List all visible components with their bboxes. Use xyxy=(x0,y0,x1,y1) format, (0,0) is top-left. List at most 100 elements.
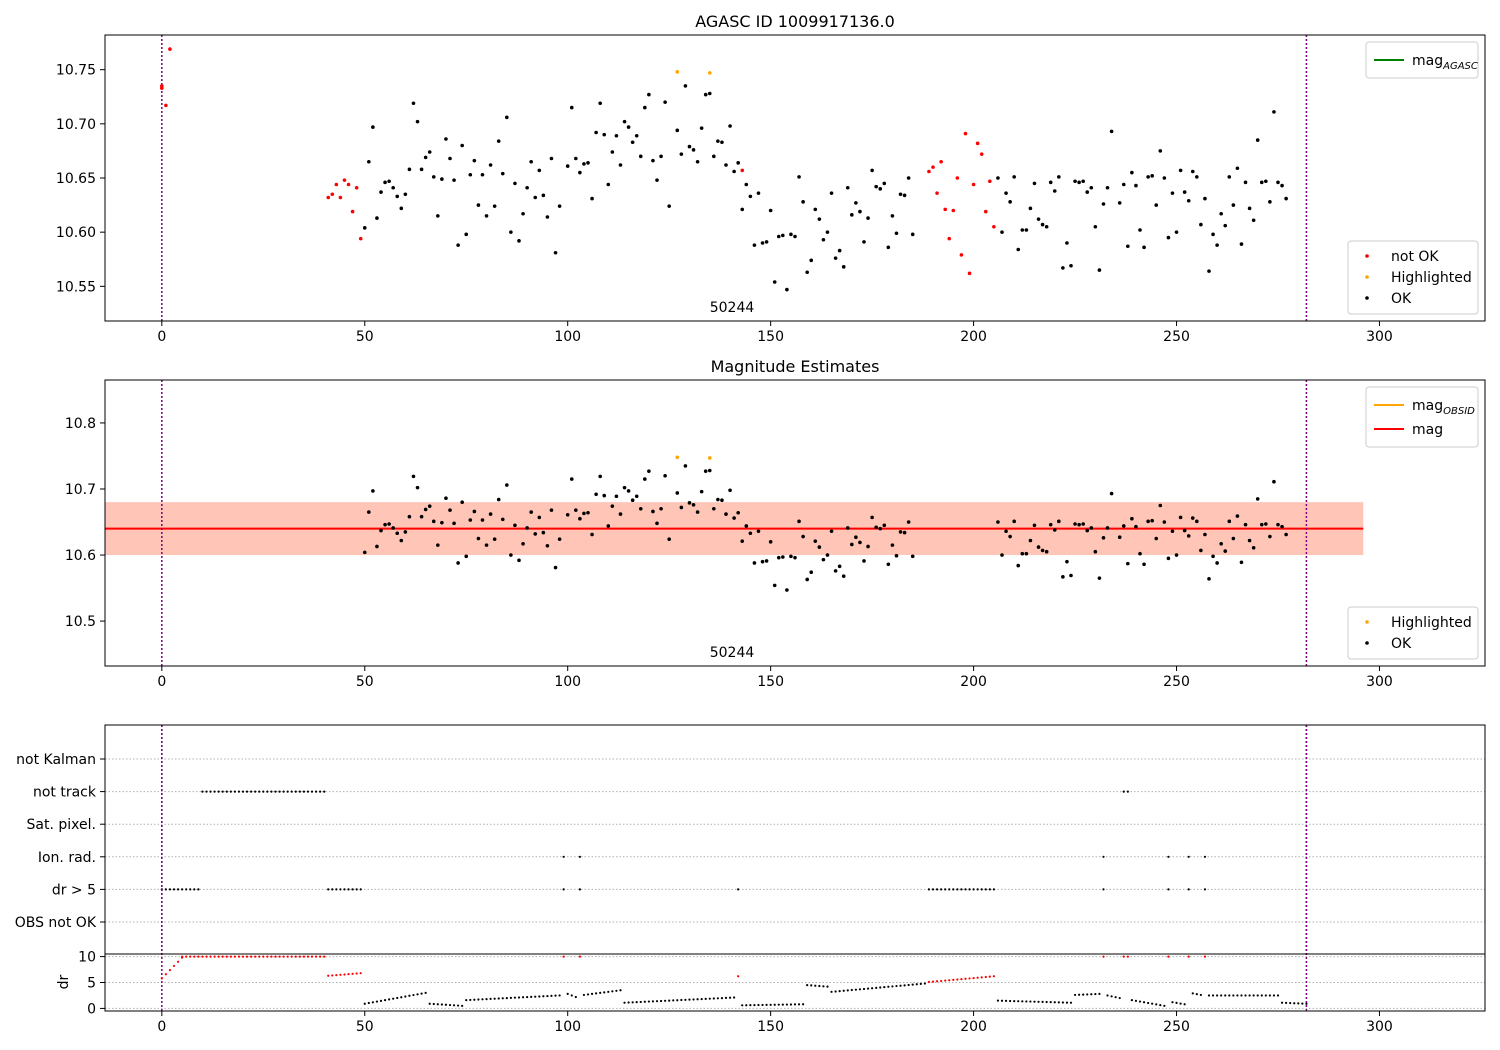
data-point xyxy=(529,159,533,164)
data-point xyxy=(683,464,688,468)
data-point xyxy=(1000,553,1004,557)
dr-point xyxy=(1069,1001,1073,1004)
dr-point xyxy=(286,955,289,958)
data-point xyxy=(1207,577,1211,581)
dr-point xyxy=(217,955,220,958)
dr-point xyxy=(262,955,265,958)
dr-point xyxy=(197,955,200,958)
dr-point xyxy=(1285,1001,1288,1004)
data-point xyxy=(983,209,988,214)
dr-point xyxy=(1033,1000,1036,1003)
data-point xyxy=(776,555,781,560)
dr-point xyxy=(233,955,236,958)
data-point xyxy=(415,485,420,490)
flag-point xyxy=(976,888,979,891)
flag-point xyxy=(1203,855,1207,858)
data-point xyxy=(821,557,826,562)
data-point xyxy=(533,195,538,200)
data-point xyxy=(1040,222,1045,227)
data-point xyxy=(1223,549,1228,553)
data-point xyxy=(1162,176,1167,180)
dr-point xyxy=(1061,1001,1064,1004)
data-point xyxy=(529,510,533,514)
dr-point xyxy=(785,1003,788,1006)
dr-point xyxy=(181,955,184,958)
data-point xyxy=(618,512,623,516)
dr-point xyxy=(651,1000,655,1003)
dr-point xyxy=(1049,1001,1052,1004)
data-point xyxy=(854,201,858,205)
dr-point xyxy=(1041,1000,1044,1004)
data-point xyxy=(1028,206,1033,211)
data-point xyxy=(781,233,785,238)
dr-point xyxy=(1082,993,1085,996)
data-point xyxy=(841,574,846,578)
y-axis-label: dr xyxy=(56,974,72,989)
data-point xyxy=(411,474,416,479)
dr-point xyxy=(1106,994,1109,997)
dr-point xyxy=(700,997,703,1001)
dr-point xyxy=(793,1003,797,1006)
data-point xyxy=(1239,560,1244,565)
data-point xyxy=(740,207,745,212)
flag-point xyxy=(290,790,293,793)
dr-point xyxy=(1289,1001,1292,1005)
data-point xyxy=(707,468,712,473)
legend-label-sub: AGASC xyxy=(1442,61,1478,72)
data-point xyxy=(744,524,749,528)
data-point xyxy=(574,508,578,512)
data-point xyxy=(1174,553,1179,557)
dr-point xyxy=(209,955,212,958)
flag-point xyxy=(355,888,358,891)
data-point xyxy=(910,232,915,237)
legend-marker xyxy=(1365,620,1369,624)
flag-point xyxy=(181,888,184,891)
data-point xyxy=(793,234,797,239)
data-point xyxy=(1166,235,1171,240)
flag-point xyxy=(960,888,963,891)
data-point xyxy=(1158,503,1163,508)
dr-point xyxy=(1187,955,1190,958)
dr-point xyxy=(444,1003,448,1006)
data-point xyxy=(772,583,777,588)
dr-point xyxy=(1175,1001,1178,1004)
dr-point xyxy=(826,985,829,988)
data-point xyxy=(505,483,509,487)
dr-point xyxy=(696,998,699,1001)
data-point xyxy=(870,168,874,173)
y-tick-label: 10.7 xyxy=(65,482,96,498)
data-point xyxy=(448,508,452,512)
dr-point xyxy=(704,997,707,1000)
data-point xyxy=(553,250,558,255)
data-point xyxy=(407,167,412,172)
dr-point xyxy=(615,989,618,992)
data-point xyxy=(659,506,663,511)
data-point xyxy=(760,241,765,245)
flag-point xyxy=(1122,790,1125,793)
dr-point xyxy=(992,975,995,978)
flag-point xyxy=(562,888,565,891)
data-point xyxy=(756,191,761,195)
dr-point xyxy=(432,1002,435,1006)
flag-point xyxy=(225,790,228,793)
dr-point xyxy=(396,996,399,1000)
data-point xyxy=(521,542,525,546)
data-point xyxy=(675,70,680,74)
data-point xyxy=(1093,224,1098,229)
data-point xyxy=(858,209,862,214)
dr-point xyxy=(643,1000,646,1003)
data-point xyxy=(797,175,801,179)
data-point xyxy=(362,550,367,555)
data-point xyxy=(391,526,395,530)
data-point xyxy=(651,509,655,514)
dr-point xyxy=(968,977,971,980)
x-tick-label: 300 xyxy=(1366,674,1393,690)
data-point xyxy=(614,494,619,499)
dr-point xyxy=(590,992,594,996)
y-tick-label: 10.70 xyxy=(56,117,96,133)
flag-point xyxy=(262,790,265,793)
dr-point xyxy=(1167,955,1170,958)
dr-point xyxy=(1216,994,1219,997)
dr-point xyxy=(1086,993,1089,996)
x-tick-label: 250 xyxy=(1163,1019,1190,1035)
